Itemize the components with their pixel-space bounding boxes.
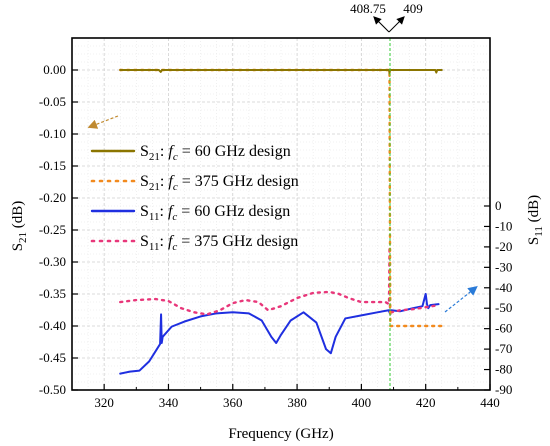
x-tick-label: 440 bbox=[480, 395, 500, 410]
y-right-tick-label: 0 bbox=[495, 198, 502, 213]
legend-label-1: S21: fc = 375 GHz design bbox=[140, 173, 299, 193]
annotation-arrow-left bbox=[373, 16, 390, 33]
y-left-tick-label: -0.50 bbox=[39, 382, 66, 397]
right-axis-arrow bbox=[444, 286, 478, 313]
y-right-tick-label: -30 bbox=[495, 259, 512, 274]
annotation-408-75: 408.75 bbox=[350, 1, 386, 16]
x-tick-label: 420 bbox=[416, 395, 436, 410]
y-left-tick-label: -0.10 bbox=[39, 126, 66, 141]
y-left-tick-label: -0.35 bbox=[39, 286, 66, 301]
legend-label-0: S21: fc = 60 GHz design bbox=[140, 143, 291, 163]
y-left-tick-label: 0.00 bbox=[43, 62, 66, 77]
y-left-tick-label: -0.30 bbox=[39, 254, 66, 269]
axis-ticks: 320 340 360 380 400 420 440 0.00 -0.05 -0.10 -0.15… bbox=[39, 62, 512, 410]
y-left-tick-label: -0.25 bbox=[39, 222, 66, 237]
y-left-tick-label: -0.45 bbox=[39, 350, 66, 365]
series-line-2 bbox=[119, 292, 440, 375]
y-left-tick-label: -0.40 bbox=[39, 318, 66, 333]
x-tick-label: 340 bbox=[159, 395, 179, 410]
y-right-tick-label: -60 bbox=[495, 321, 512, 336]
y-right-tick-label: -90 bbox=[495, 382, 512, 397]
y-left-tick-label: -0.15 bbox=[39, 158, 66, 173]
y-right-tick-label: -70 bbox=[495, 341, 512, 356]
annotation-409: 409 bbox=[403, 1, 423, 16]
y-right-tick-label: -50 bbox=[495, 300, 512, 315]
x-tick-label: 320 bbox=[94, 395, 114, 410]
legend: S21: fc = 60 GHz design S21: fc = 375 GHz… bbox=[90, 143, 299, 253]
x-tick-label: 380 bbox=[287, 395, 307, 410]
y-left-tick-label: -0.05 bbox=[39, 94, 66, 109]
x-tick-label: 360 bbox=[223, 395, 243, 410]
legend-label-2: S11: fc = 60 GHz design bbox=[140, 203, 290, 223]
y-right-tick-label: -20 bbox=[495, 239, 512, 254]
x-tick-label: 400 bbox=[352, 395, 372, 410]
annotation-arrow-right bbox=[388, 16, 405, 33]
legend-label-3: S11: fc = 375 GHz design bbox=[140, 233, 298, 253]
y-axis-label-left: S21 (dB) bbox=[10, 201, 29, 252]
series-line-3 bbox=[119, 245, 440, 316]
y-right-tick-label: -10 bbox=[495, 218, 512, 233]
plot-frame bbox=[71, 37, 491, 391]
y-right-tick-label: -40 bbox=[495, 280, 512, 295]
y-axis-label-right: S11 (dB) bbox=[526, 195, 545, 245]
x-axis-label: Frequency (GHz) bbox=[228, 426, 333, 442]
y-right-tick-label: -80 bbox=[495, 362, 512, 377]
y-left-tick-label: -0.20 bbox=[39, 190, 66, 205]
